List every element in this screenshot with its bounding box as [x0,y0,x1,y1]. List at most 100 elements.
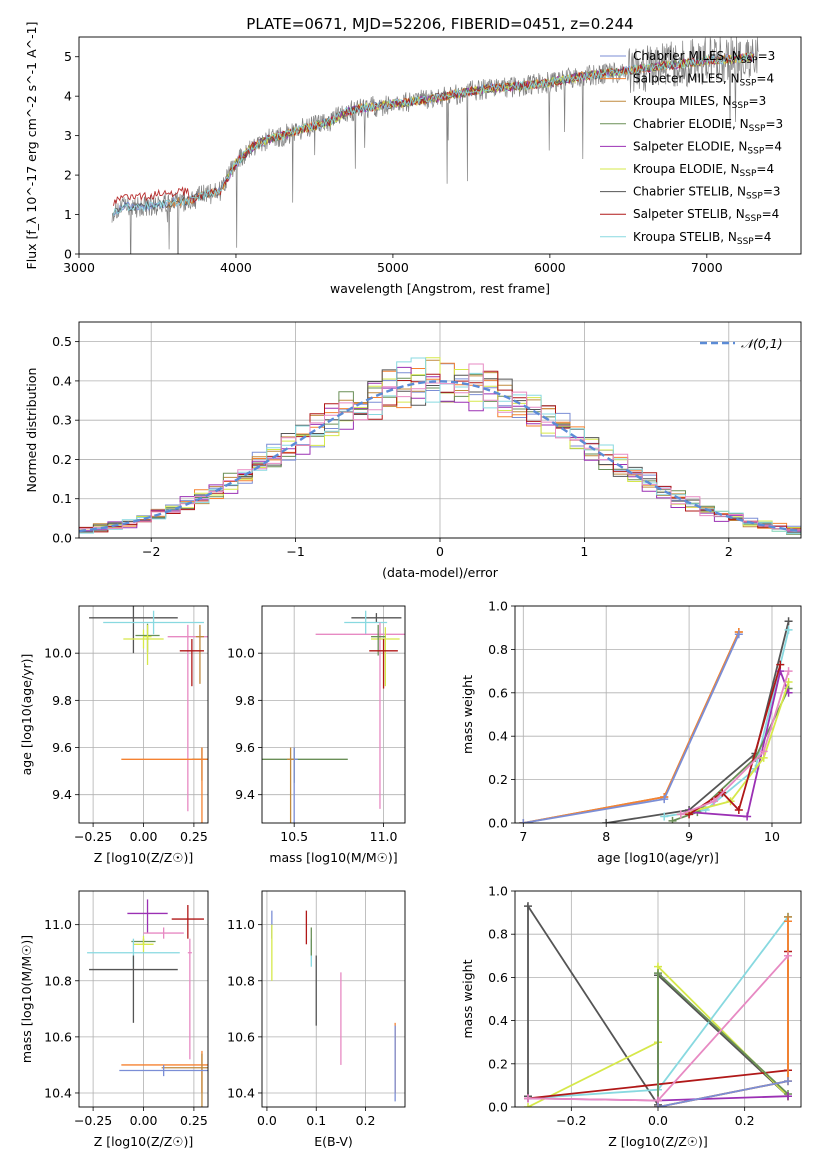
errorbar-point [121,747,208,823]
y-tick-label: 9.6 [235,740,255,755]
y-tick-label: 0.3 [52,413,72,428]
mass-age-panel: 10.5 11.0 9.4 9.6 9.8 10.0 mass [log10(M/M☉)] [227,605,406,865]
errorbar-point [195,624,204,684]
legend-rest: =3 [758,49,776,63]
axes-frame [261,605,406,824]
y-axis-label: Normed distribution [24,368,39,493]
z-age-panel: −0.25 0.00 0.25 9.4 9.6 9.8 10.0 Z [log10(Z/Z☉)… [19,605,209,865]
x-tick-label: 0.2 [735,1113,755,1128]
y-axis-label: mass [log10(M/M☉)] [19,935,34,1063]
y-tick-label: 11.0 [227,917,255,932]
y-tick-label: 3 [64,128,72,143]
y-axis-label: mass weight [460,675,475,754]
y-tick-label: 1 [64,207,72,222]
x-tick-label: 3000 [63,260,95,275]
x-tick-label: 7 [519,829,527,844]
residuals-legend: 𝒩(0,1) [700,336,783,351]
y-tick-label: 10.8 [44,973,72,988]
y-tick-label: 9.8 [235,693,255,708]
weight-marker [784,625,793,634]
legend-label: Kroupa ELODIE, NSSP=4 [633,162,774,179]
legend-rest: =3 [749,94,767,108]
legend-label: Salpeter MILES, NSSP=4 [633,72,774,89]
z-mass-panel: −0.25 0.00 0.25 10.4 10.6 10.8 11.0 Z [log10(Z/… [19,890,209,1149]
legend-rest: =4 [762,207,780,221]
y-tick-label: 10.6 [44,1029,72,1044]
weight-marker [524,902,532,911]
errorbar-point [351,613,402,623]
legend-label: Salpeter STELIB, NSSP=4 [633,207,779,224]
z-weight-plot-area [524,902,792,1107]
errorbar-point [287,747,295,823]
weight-marker [784,917,792,926]
legend-sub: SSP [746,192,763,202]
errorbar-point [344,610,388,635]
x-tick-label: 10 [764,829,780,844]
errorbar-point [187,938,192,1060]
y-tick-label: 0.0 [52,531,72,546]
y-tick-label: 0.1 [52,491,72,506]
y-tick-label: 5 [64,49,72,64]
x-tick-label: 11.0 [370,829,398,844]
errorbar-point [127,899,168,934]
y-tick-label: 0.8 [488,927,508,942]
weight-marker [784,667,793,676]
weight-marker [709,797,718,806]
weight-marker [784,617,793,626]
gaussian-reference-line [79,380,801,533]
mass-age-plot-area [262,610,405,823]
weight-marker [743,812,752,821]
x-axis-label: age [log10(age/yr)] [597,850,719,865]
y-tick-label: 0 [64,247,72,262]
histogram-step-line [79,363,801,533]
legend-sub: SSP [740,79,757,89]
panels: 3000 4000 5000 6000 7000 0 1 2 3 4 5 wavelength [An… [19,22,802,1149]
weight-marker [660,795,669,804]
legend-sub: SSP [732,101,749,111]
x-tick-label: 0.1 [306,1113,326,1128]
weight-series-line [657,1080,789,1107]
axes-frame [78,36,802,255]
spectrum-panel: 3000 4000 5000 6000 7000 0 1 2 3 4 5 wavelength [An… [24,22,802,296]
y-tick-label: 0.0 [488,1100,508,1115]
axes-frame [78,605,209,824]
errorbar-point [369,639,398,689]
x-tick-label: 8 [602,829,610,844]
legend-rest: =4 [764,139,782,153]
legend-label: Kroupa STELIB, NSSP=4 [633,230,771,247]
y-tick-label: 0.6 [488,970,508,985]
y-tick-label: 10.0 [44,646,72,661]
residuals-panel: −2 −1 0 1 2 0.0 0.1 0.2 0.3 0.4 0.5 (data-model)/er… [24,321,802,580]
y-tick-label: 9.6 [52,740,72,755]
weight-marker [524,1094,532,1103]
y-tick-label: 0.8 [488,642,508,657]
weight-marker [524,1103,532,1107]
weight-marker [676,810,685,819]
x-axis-label: wavelength [Angstrom, rest frame] [330,281,550,296]
age-weight-plot-area [519,617,793,823]
x-tick-label: 9 [685,829,693,844]
weight-marker [734,805,743,814]
y-tick-label: 10.6 [227,1029,255,1044]
x-tick-label: 1 [580,544,588,559]
x-tick-label: −0.25 [74,829,112,844]
x-axis-label: mass [log10(M/M☉)] [269,850,397,865]
errorbar-point [103,610,204,635]
x-axis-label: Z [log10(Z/Z☉)] [94,850,194,865]
legend-sub: SSP [749,124,766,134]
weight-marker [668,816,677,823]
weight-marker [784,951,792,960]
y-tick-label: 9.4 [52,787,72,802]
x-axis-label: E(B-V) [314,1134,353,1149]
axes-frame [514,605,802,824]
z-mass-plot-area [87,899,208,1107]
errorbar-point [133,935,154,953]
y-tick-label: 0.2 [52,452,72,467]
legend-rest: =4 [756,72,774,86]
x-tick-label: 5000 [377,260,409,275]
x-tick-label: −1 [286,544,304,559]
weight-marker [654,969,662,978]
y-tick-label: 9.8 [52,693,72,708]
legend-rest: =3 [763,185,781,199]
errorbar-point [315,622,405,809]
